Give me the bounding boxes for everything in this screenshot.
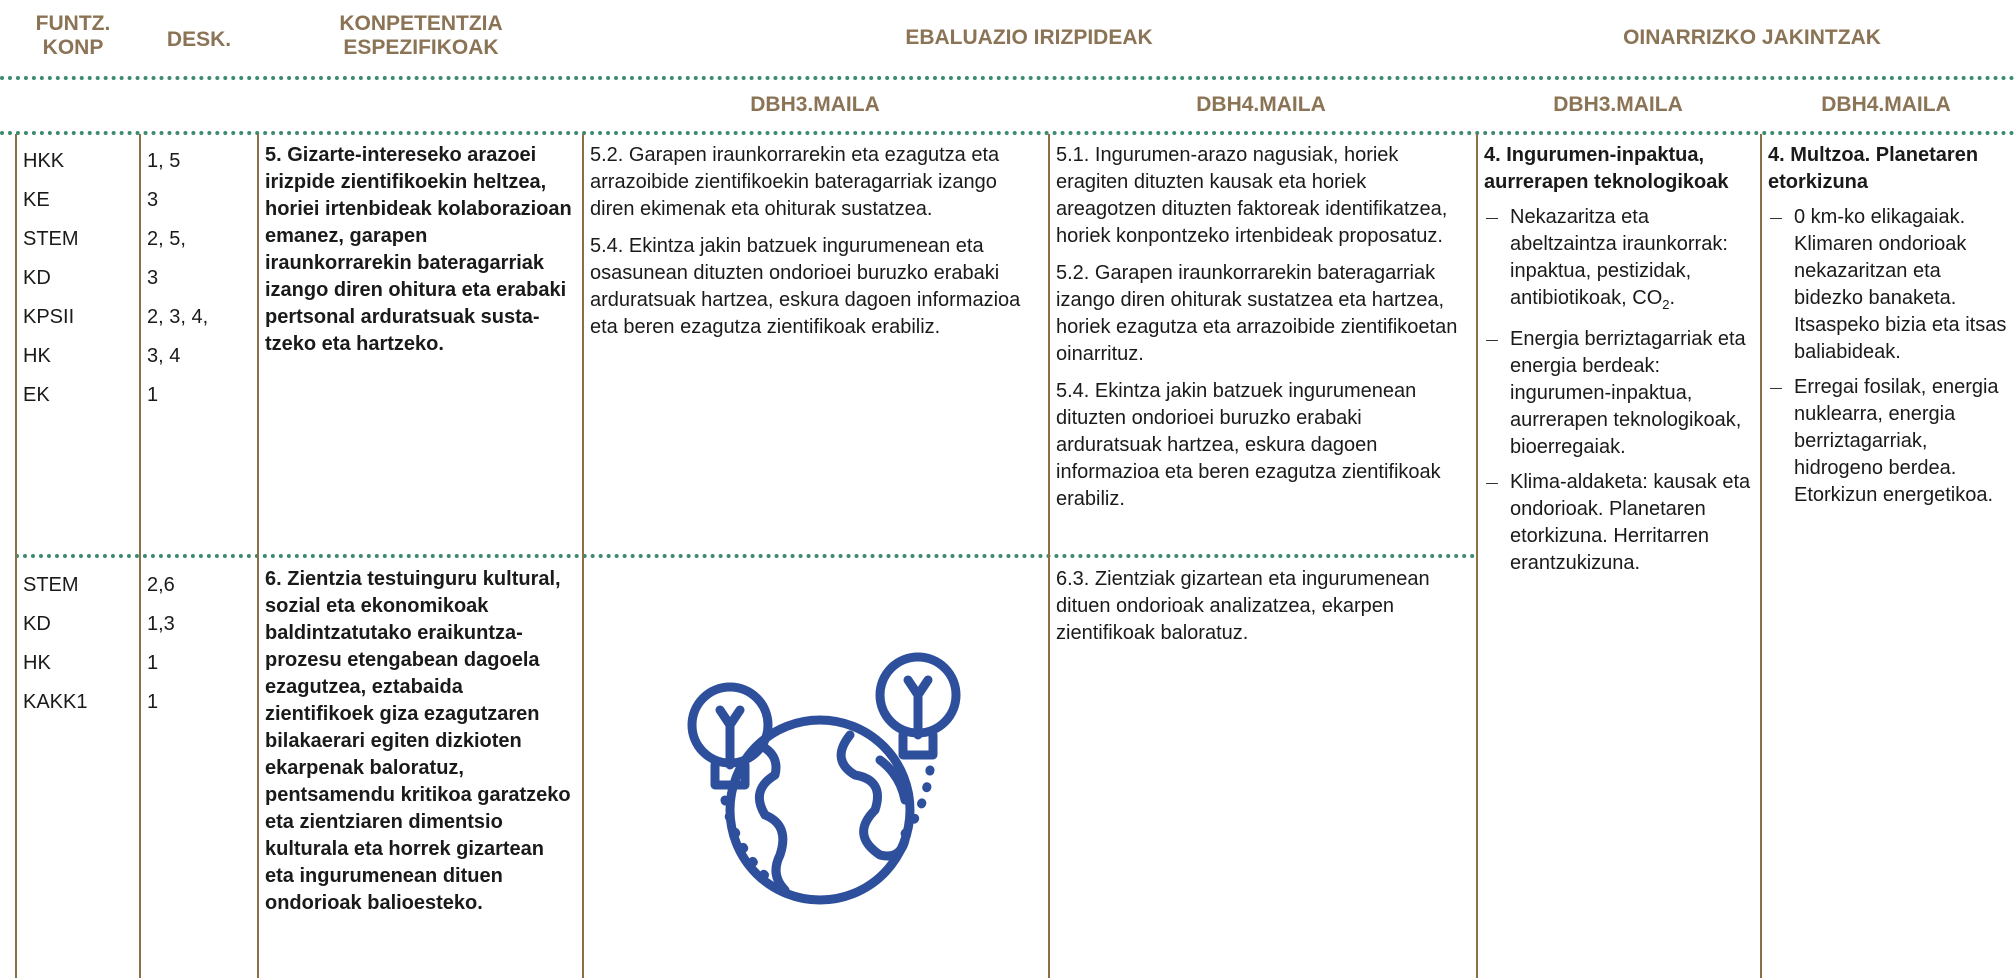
knowledge-item: Erregai fosilak, energia nuklearra, ener… <box>1768 374 2008 509</box>
bullet <box>1486 218 1498 219</box>
header-funtz-line: FUNTZ. <box>35 12 111 35</box>
header-konpetentzia-line: KONPETENTZIA <box>339 12 503 35</box>
level-header: DBH3.MAILA <box>750 93 880 116</box>
column-rule <box>1760 134 1762 978</box>
item-tail: . <box>1669 287 1676 309</box>
header-konpetentzia-line: ESPEZIFIKOAK <box>343 36 499 59</box>
bullet <box>1486 340 1498 341</box>
code: STEM <box>23 228 79 250</box>
code: KPSII <box>23 306 75 328</box>
header-konpetentzia: KONPETENTZIA ESPEZIFIKOAK <box>271 12 571 60</box>
level-header: DBH3.MAILA <box>1553 93 1683 116</box>
competence: 6. Zientzia testuinguru kultural, sozial… <box>265 568 571 914</box>
competence: 5. Gizarte-intereseko arazoei irizpide z… <box>265 144 572 355</box>
criterion: 5.1. Ingurumen-arazo nagusiak, horiek er… <box>1056 144 1448 247</box>
criteria-cell: 5.1. Ingurumen-arazo nagusiak, horiek er… <box>1048 142 1476 523</box>
code: HK <box>23 345 51 367</box>
criterion: 5.2. Garapen iraunkorrarekin bateragarri… <box>1056 262 1458 365</box>
item-text: Klima-aldaketa: kausak eta ondorioak. Pl… <box>1510 471 1751 574</box>
codes-cell: STEM KD HK KAKK1 <box>15 566 139 722</box>
divider <box>0 76 2016 80</box>
desk: 2,6 <box>147 574 175 596</box>
subscript: 2 <box>1662 297 1670 312</box>
item-text: Nekazaritza eta abeltzaintza iraunkorrak… <box>1510 206 1728 309</box>
knowledge-cell: 4. Multzoa. Planetaren etorkizuna 0 km-ko… <box>1760 142 2016 517</box>
code: KE <box>23 189 50 211</box>
column-rule <box>15 134 17 978</box>
knowledge-title: 4. Ingurumen-inpaktua, aurrerapen teknol… <box>1484 144 1729 193</box>
code: KD <box>23 267 51 289</box>
item-text: Erregai fosilak, energia nuklearra, ener… <box>1794 376 1999 506</box>
divider <box>15 554 1476 558</box>
column-rule <box>1048 134 1050 978</box>
column-rule <box>257 134 259 978</box>
desk: 3, 4 <box>147 345 181 367</box>
knowledge-title: 4. Multzoa. Planetaren etorkizuna <box>1768 144 1979 193</box>
header-funtz-line: KONP <box>42 36 104 59</box>
divider <box>0 131 2016 135</box>
criteria-cell: 5.2. Garapen iraunkorrarekin eta ezagutz… <box>582 142 1048 351</box>
desk-cell: 2,6 1,3 1 1 <box>139 566 257 722</box>
knowledge-item: Nekazaritza eta abeltzaintza iraunkorrak… <box>1484 204 1752 318</box>
globe-icon <box>687 652 961 905</box>
code: STEM <box>23 574 79 596</box>
code: HK <box>23 652 51 674</box>
criterion: 5.4. Ekintza jakin batzuek ingurumenean … <box>1056 380 1441 510</box>
desk: 1 <box>147 691 159 713</box>
criterion: 5.4. Ekintza jakin batzuek ingurumenean … <box>590 235 1021 338</box>
desk: 3 <box>147 189 159 211</box>
level-header: DBH4.MAILA <box>1196 93 1326 116</box>
desk-cell: 1, 5 3 2, 5, 3 2, 3, 4, 3, 4 1 <box>139 142 257 415</box>
competence-cell: 5. Gizarte-intereseko arazoei irizpide z… <box>257 142 582 358</box>
code: EK <box>23 384 50 406</box>
desk: 1,3 <box>147 613 175 635</box>
code: HKK <box>23 150 65 172</box>
criteria-cell: 6.3. Zientziak gizartean eta ingurumenea… <box>1048 566 1476 657</box>
header-desk: DESK. <box>166 28 232 51</box>
codes-cell: HKK KE STEM KD KPSII HK EK <box>15 142 139 415</box>
knowledge-item: Klima-aldaketa: kausak eta ondorioak. Pl… <box>1484 469 1752 577</box>
knowledge-item: 0 km-ko elikagaiak. Klimaren ondorioak n… <box>1768 204 2008 366</box>
bullet <box>1770 388 1782 389</box>
desk: 3 <box>147 267 159 289</box>
item-text: Energia berriztagarriak eta energia berd… <box>1510 328 1746 458</box>
code: KD <box>23 613 51 635</box>
knowledge-item: Energia berriztagarriak eta energia berd… <box>1484 326 1752 461</box>
header-oinarrizko: OINARRIZKO JAKINTZAK <box>1623 26 1881 49</box>
header-funtz: FUNTZ. KONP <box>8 12 138 60</box>
code: KAKK1 <box>23 691 88 713</box>
item-text: 0 km-ko elikagaiak. Klimaren ondorioak n… <box>1794 206 2007 363</box>
desk: 1 <box>147 652 159 674</box>
column-rule <box>139 134 141 978</box>
criterion: 6.3. Zientziak gizartean eta ingurumenea… <box>1056 568 1430 644</box>
desk: 2, 3, 4, <box>147 306 209 328</box>
column-rule <box>1476 134 1478 978</box>
competence-cell: 6. Zientzia testuinguru kultural, sozial… <box>257 566 582 917</box>
criterion: 5.2. Garapen iraunkorrarekin eta ezagutz… <box>590 144 1000 220</box>
desk: 1 <box>147 384 159 406</box>
desk: 2, 5, <box>147 228 186 250</box>
level-header: DBH4.MAILA <box>1821 93 1951 116</box>
desk: 1, 5 <box>147 150 181 172</box>
column-rule <box>582 134 584 978</box>
bullet <box>1486 483 1498 484</box>
header-ebaluazio: EBALUAZIO IRIZPIDEAK <box>905 26 1153 49</box>
bullet <box>1770 218 1782 219</box>
knowledge-cell: 4. Ingurumen-inpaktua, aurrerapen teknol… <box>1476 142 1760 585</box>
